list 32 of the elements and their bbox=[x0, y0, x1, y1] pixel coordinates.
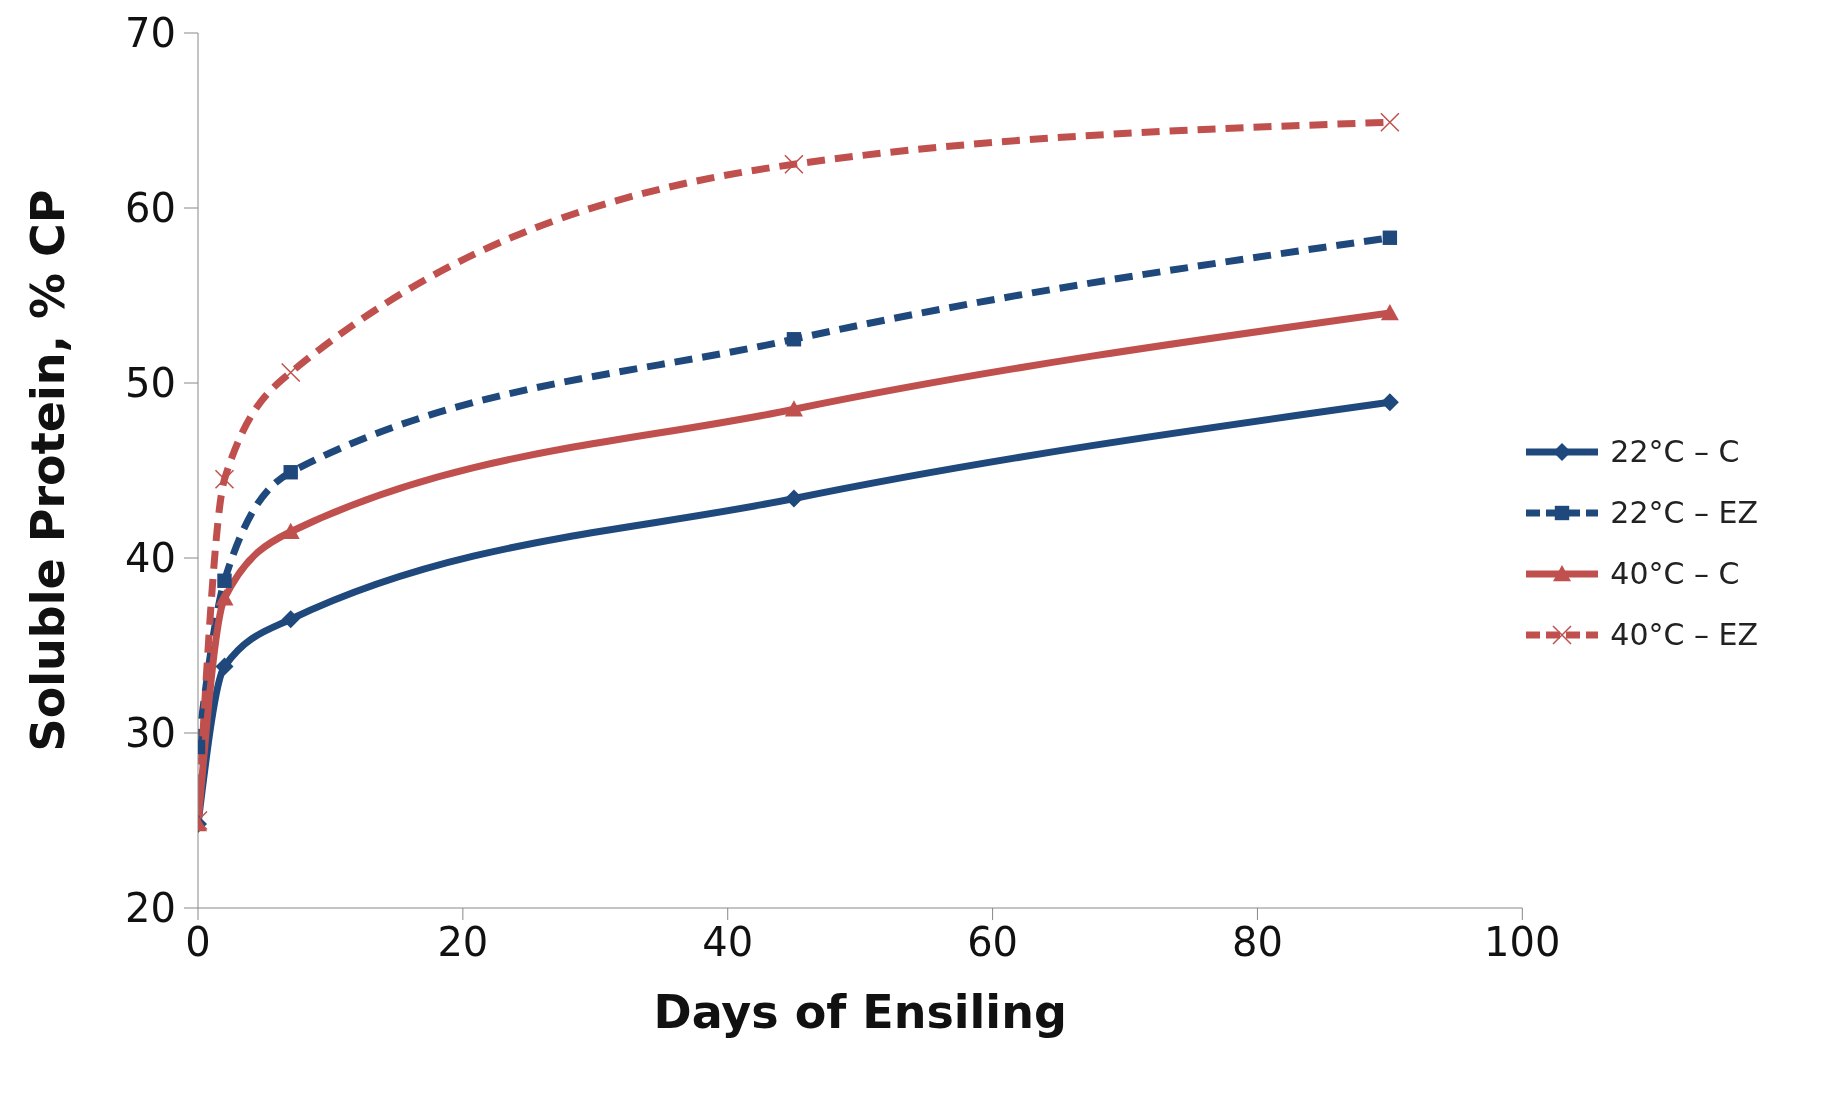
point bbox=[281, 610, 300, 629]
y-tick-label: 70 bbox=[125, 10, 176, 57]
y-tick-label: 40 bbox=[125, 535, 176, 582]
point bbox=[784, 489, 803, 508]
x-tick-label: 20 bbox=[437, 919, 489, 966]
point bbox=[280, 362, 301, 383]
x-tick-label: 40 bbox=[702, 919, 754, 966]
legend-label: 40°C – EZ bbox=[1610, 617, 1758, 652]
point bbox=[786, 332, 802, 347]
point bbox=[283, 465, 298, 480]
y-tick-label: 30 bbox=[125, 710, 176, 757]
point bbox=[784, 154, 804, 174]
legend-label: 22°C – C bbox=[1610, 434, 1740, 469]
point bbox=[1380, 304, 1399, 321]
point bbox=[214, 469, 235, 489]
y-tick-label: 50 bbox=[125, 360, 176, 407]
legend-label: 40°C – C bbox=[1610, 556, 1740, 591]
x-tick-label: 80 bbox=[1231, 919, 1283, 966]
legend-label: 22°C – EZ bbox=[1610, 495, 1758, 530]
y-tick-label: 20 bbox=[125, 885, 176, 932]
x-tick-label: 100 bbox=[1484, 919, 1561, 966]
x-axis-title: Days of Ensiling bbox=[653, 985, 1067, 1039]
point bbox=[1380, 112, 1400, 132]
y-tick-label: 60 bbox=[125, 185, 176, 232]
x-tick-label: 0 bbox=[185, 919, 211, 966]
point bbox=[784, 400, 803, 417]
point bbox=[215, 657, 234, 676]
point bbox=[215, 589, 234, 606]
point bbox=[217, 573, 232, 588]
x-tick-label: 60 bbox=[967, 919, 1019, 966]
point bbox=[1382, 230, 1398, 245]
y-axis-title: Soluble Protein, % CP bbox=[21, 189, 76, 752]
